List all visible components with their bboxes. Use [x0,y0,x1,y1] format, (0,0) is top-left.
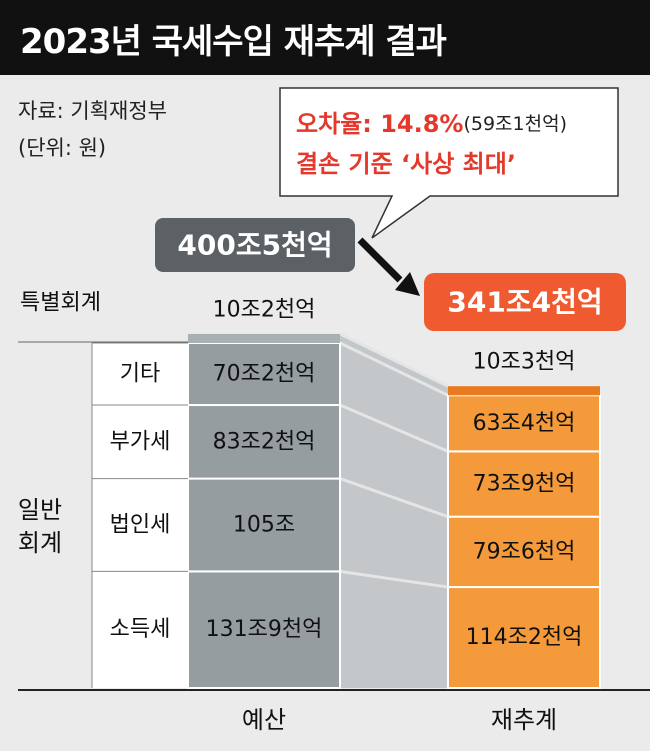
budget-label-법인세: 105조 [233,512,295,537]
category-table-bg [92,342,188,688]
reestimate-bar-특별회계 [448,386,600,396]
reestimate-bar-법인세 [447,515,601,589]
category-label-소득세: 소득세 [110,617,171,642]
connector-line-0 [339,569,449,589]
reestimate-label-special: 10조3천억 [473,350,576,375]
reestimate-total-box [424,273,626,331]
callout-bubble [279,87,619,239]
reestimate-total-label: 341조4천억 [447,286,602,319]
x-axis-label-1: 재추계 [491,706,557,734]
callout-error-rate: 오차율: 14.8% [296,110,463,138]
connector-line-4 [339,332,449,388]
callout-line-1: 오차율: 14.8%(59조1천억) [296,110,567,138]
unit-label: (단위: 원) [18,136,107,160]
budget-label-기타: 70조2천억 [213,362,316,387]
reestimate-label-기타: 63조4천억 [473,411,576,436]
title-bar: 2023년 국세수입 재추계 결과 [0,0,650,75]
connector-line-2 [339,403,449,453]
budget-label-부가세: 83조2천억 [213,429,316,454]
reestimate-label-소득세: 114조2천억 [466,625,583,650]
general-account-label-1: 일반 [18,496,62,524]
callout-line-2: 결손 기준 ‘사상 최대’ [296,150,516,178]
category-label-기타: 기타 [120,362,160,387]
callout-error-amount: (59조1천억) [463,113,567,135]
category-table: 소득세 법인세 부가세 기타 [91,342,188,688]
connector-line-1 [339,477,449,519]
general-account-label-2: 회계 [18,529,62,557]
budget-total-label: 400조5천억 [177,229,332,262]
source-label: 자료: 기획재정부 [18,99,167,123]
x-axis-label-0: 예산 [242,706,286,734]
category-label-부가세: 부가세 [110,429,171,454]
budget-label-소득세: 131조9천억 [206,617,323,642]
budget-total-box [155,218,355,272]
category-label-법인세: 법인세 [110,512,171,537]
connector-line-3 [339,341,449,397]
connector-band [340,333,448,688]
reestimate-bar-기타 [447,394,601,453]
reestimate-bar-소득세 [447,586,601,689]
budget-label-special: 10조2천억 [213,297,316,322]
reestimate-label-부가세: 73조9천억 [473,472,576,497]
special-account-label: 특별회계 [20,291,101,316]
reestimate-label-법인세: 79조6천억 [473,539,576,564]
budget-bar-특별회계 [188,333,340,343]
trend-arrow-head [395,272,420,296]
page-title: 2023년 국세수입 재추계 결과 [20,22,447,62]
reestimate-bar-부가세 [447,450,601,518]
trend-arrow-shaft [357,237,403,283]
